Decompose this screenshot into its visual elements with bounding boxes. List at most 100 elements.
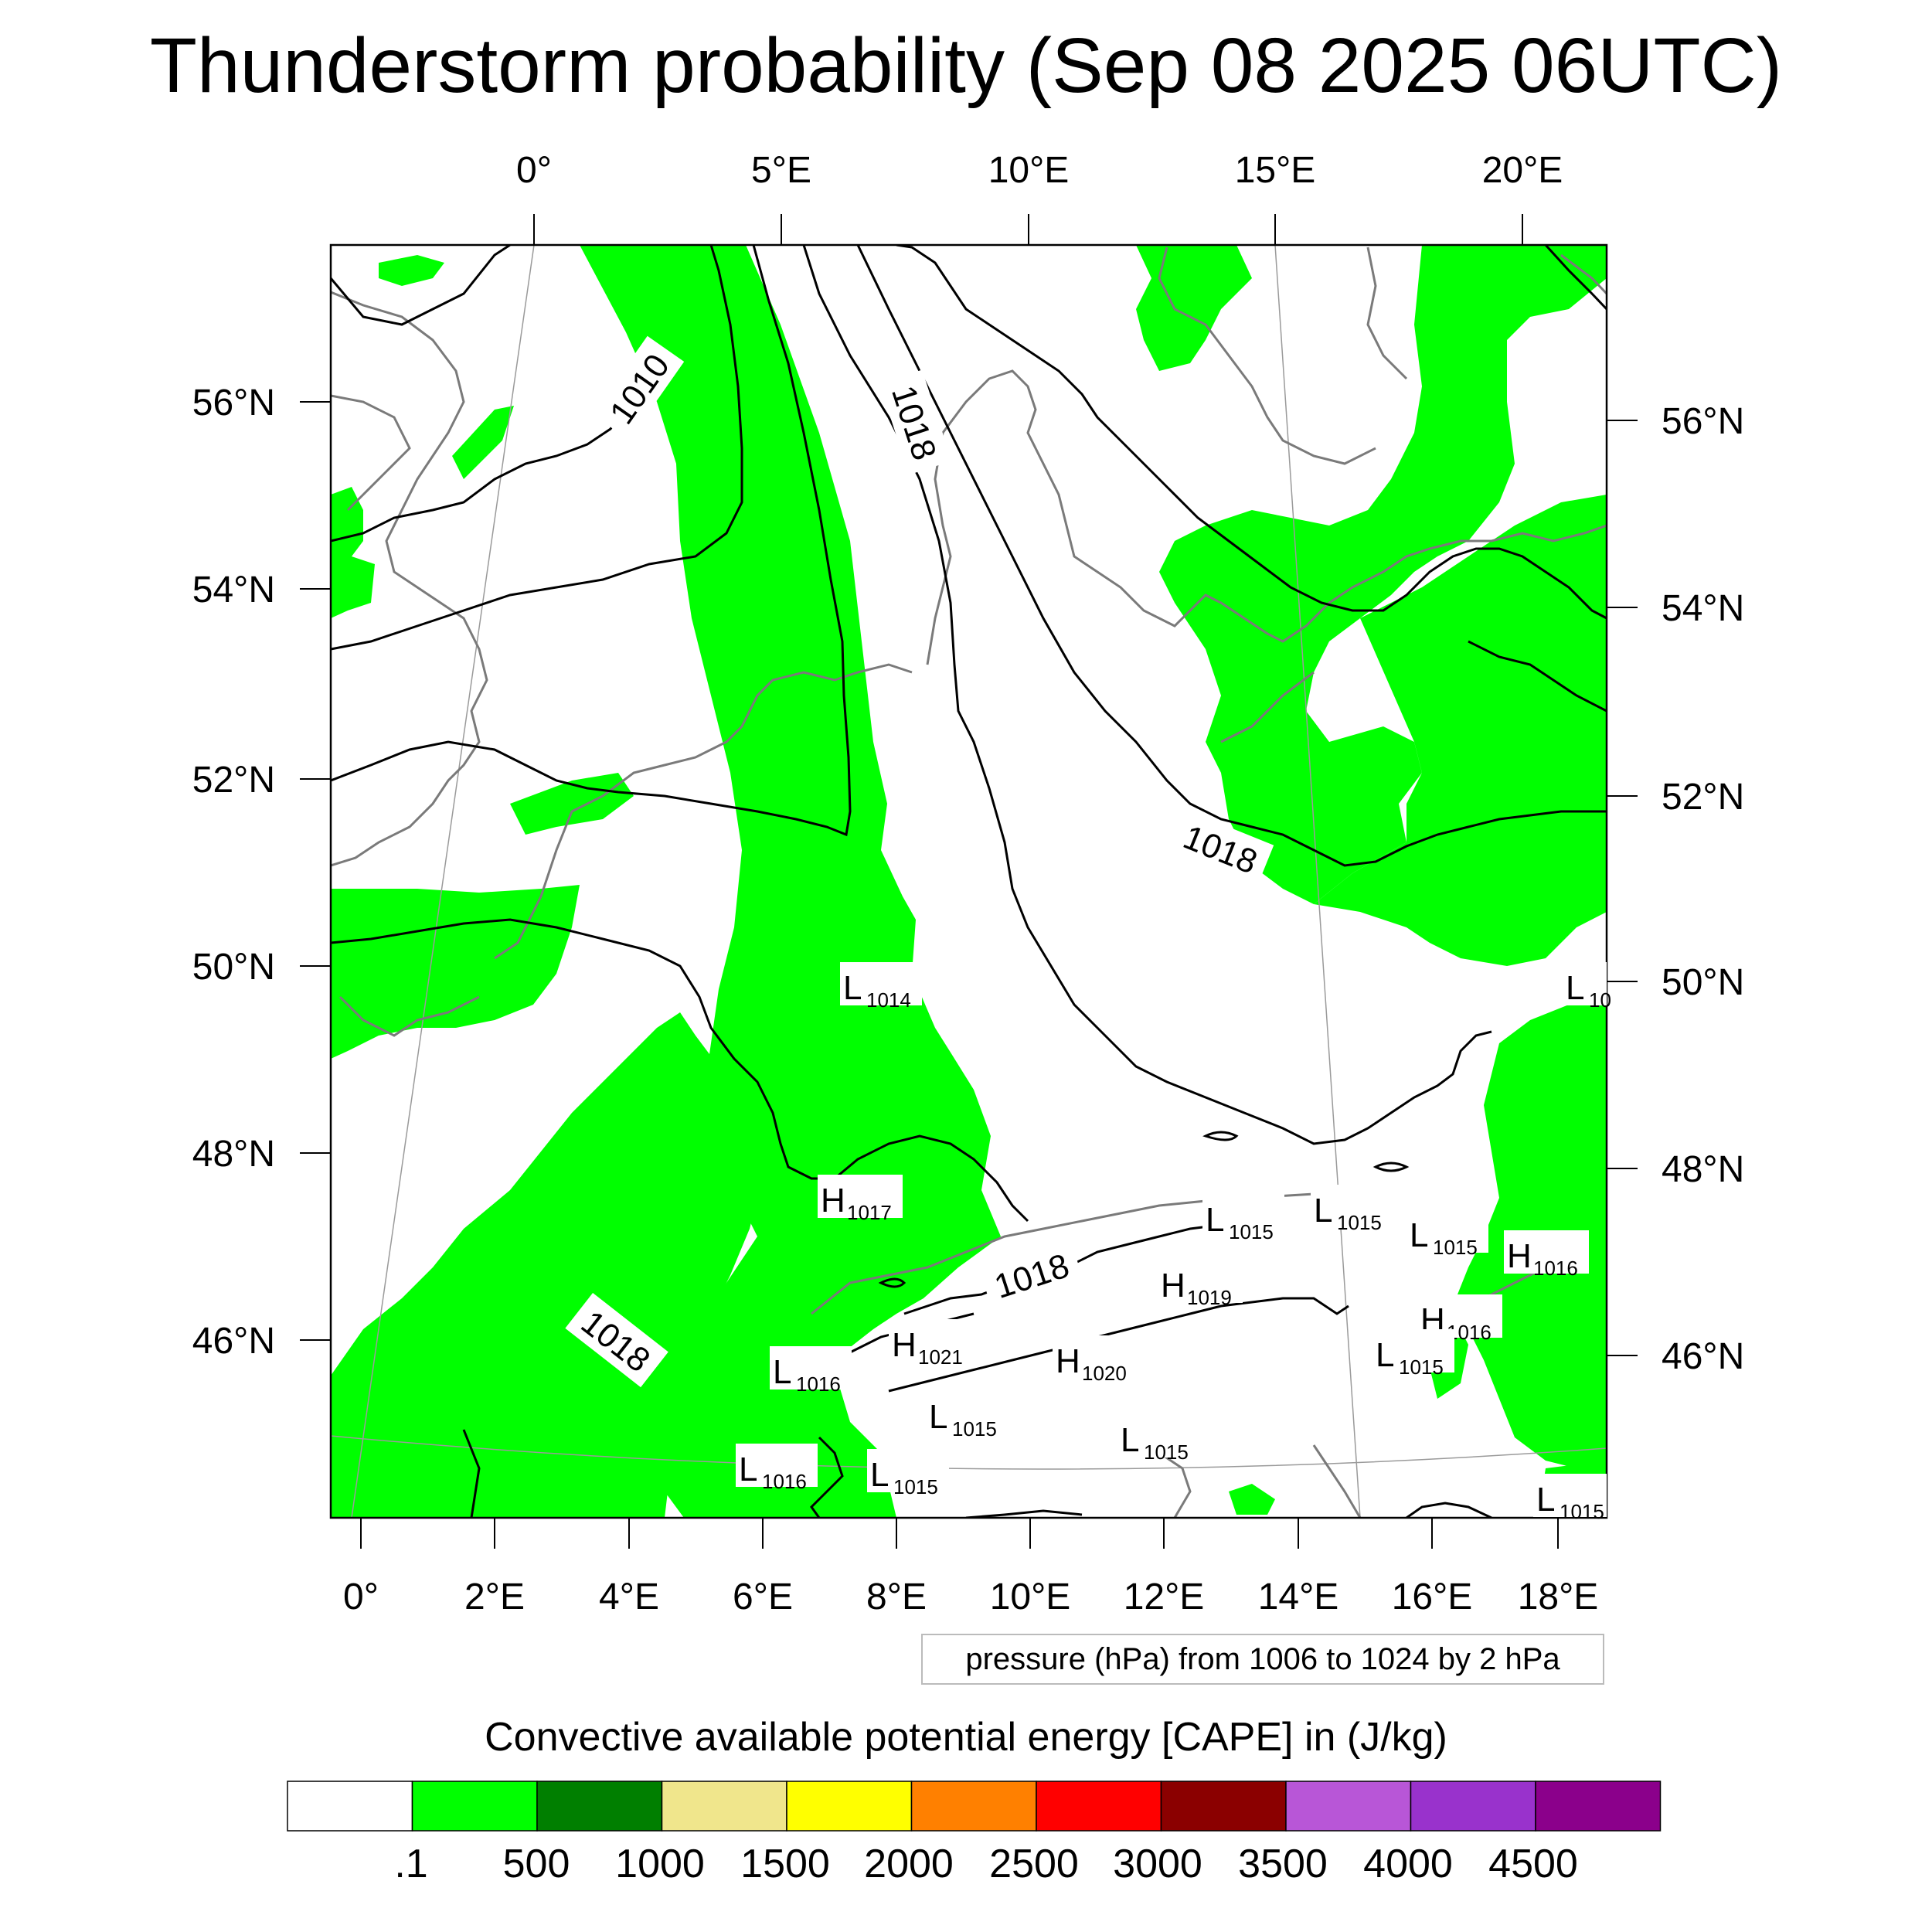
center-type: H	[1161, 1267, 1185, 1304]
right-lat-label: 46°N	[1662, 1336, 1744, 1377]
center-type: L	[929, 1398, 947, 1436]
top-lon-label: 0°	[516, 150, 552, 191]
right-lat-label: 54°N	[1662, 588, 1744, 629]
cape-area-poland	[1314, 495, 1607, 966]
top-lon-label: 15°E	[1235, 150, 1316, 191]
ticks	[300, 214, 1638, 1549]
center-value: 1014	[866, 988, 911, 1012]
colorbar-swatch	[910, 1781, 1037, 1832]
center-type: L	[1206, 1201, 1224, 1239]
cape-area-baltic	[1159, 245, 1607, 904]
cape-area-scotland	[452, 406, 514, 479]
top-lon-label: 5°E	[751, 150, 811, 191]
bottom-lon-label: 8°E	[866, 1577, 927, 1617]
cape-area-sweden	[1136, 245, 1252, 371]
bottom-lon-label: 4°E	[599, 1577, 659, 1617]
center-type: L	[1566, 969, 1584, 1007]
center-value: 1017	[847, 1201, 892, 1224]
center-value: 1016	[762, 1470, 807, 1493]
colorbar-label: 1500	[740, 1842, 830, 1886]
left-lat-label: 52°N	[192, 760, 275, 801]
colorbar-labels: .1 500 1000 1500 2000 2500 3000 3500 400…	[0, 1841, 1932, 1895]
bottom-lon-label: 14°E	[1258, 1577, 1339, 1617]
center-value: 10	[1589, 988, 1611, 1012]
colorbar-label: 4000	[1363, 1842, 1453, 1886]
bottom-lon-label: 6°E	[733, 1577, 793, 1617]
coastlines	[331, 247, 1607, 1518]
center-value: 1021	[918, 1345, 963, 1369]
center-value: 1015	[893, 1475, 938, 1498]
colorbar-label: 4500	[1488, 1842, 1578, 1886]
colorbar-swatch	[287, 1781, 413, 1832]
center-value: 1015	[1399, 1355, 1444, 1379]
center-value: 1016	[796, 1372, 841, 1396]
left-lat-label: 46°N	[192, 1321, 275, 1362]
pressure-note: pressure (hPa) from 1006 to 1024 by 2 hP…	[921, 1634, 1604, 1685]
colorbar-swatch	[1160, 1781, 1287, 1832]
center-type: L	[1121, 1421, 1139, 1459]
cape-area-southwest	[331, 1012, 761, 1518]
right-lat-label: 50°N	[1662, 962, 1744, 1003]
top-lon-label: 20°E	[1482, 150, 1563, 191]
center-value: 1020	[1082, 1362, 1127, 1385]
left-lat-label: 56°N	[192, 383, 275, 423]
colorbar-swatch	[536, 1781, 663, 1832]
left-lat-labels: 56°N 54°N 52°N 50°N 48°N 46°N	[192, 383, 275, 1362]
right-lat-labels: 56°N 54°N 52°N 50°N 48°N 46°N	[1662, 401, 1744, 1377]
colorbar-swatch	[786, 1781, 913, 1832]
center-value: 1016	[1533, 1257, 1578, 1280]
cape-area-north-west	[379, 255, 444, 286]
top-lon-labels: 0° 5°E 10°E 15°E 20°E	[516, 150, 1563, 191]
center-value: 1015	[952, 1417, 997, 1440]
center-type: H	[1507, 1237, 1532, 1275]
colorbar-title: Convective available potential energy [C…	[485, 1715, 1447, 1760]
right-lat-label: 48°N	[1662, 1149, 1744, 1190]
pressure-centers: L 1014 L 10 H 1017 L 1015 L 1015 L 1015 …	[736, 962, 1611, 1523]
center-value: 1015	[1337, 1211, 1382, 1234]
colorbar-swatch	[1410, 1781, 1536, 1832]
bottom-lon-label: 2°E	[464, 1577, 525, 1617]
center-type: L	[1410, 1216, 1428, 1254]
center-type: L	[739, 1451, 757, 1488]
center-value: 1015	[1433, 1236, 1478, 1259]
colorbar-label: 500	[502, 1842, 570, 1886]
colorbar-swatch	[1535, 1781, 1662, 1832]
colorbar-label: 3500	[1238, 1842, 1328, 1886]
right-lat-label: 56°N	[1662, 401, 1744, 442]
colorbar-label: .1	[394, 1842, 428, 1886]
colorbar	[287, 1781, 1662, 1832]
colorbar-label: 2000	[864, 1842, 954, 1886]
center-type: L	[773, 1353, 791, 1391]
cape-area-channel	[510, 773, 634, 835]
colorbar-label: 2500	[989, 1842, 1079, 1886]
colorbar-swatch	[1036, 1781, 1162, 1832]
center-type: H	[821, 1182, 845, 1219]
isobars	[331, 245, 1607, 1518]
center-type: L	[1376, 1336, 1394, 1374]
cape-area-france-north	[331, 885, 580, 1059]
cape-area-uk	[331, 487, 375, 618]
center-type: L	[843, 969, 862, 1007]
left-lat-label: 54°N	[192, 570, 275, 611]
bottom-lon-label: 10°E	[990, 1577, 1071, 1617]
colorbar-swatch	[411, 1781, 538, 1832]
bottom-lon-label: 12°E	[1124, 1577, 1205, 1617]
colorbar-swatch	[1285, 1781, 1412, 1832]
map-title: Thunderstorm probability (Sep 08 2025 06…	[149, 22, 1783, 109]
cape-area-italy	[1229, 1484, 1275, 1515]
center-type: H	[892, 1326, 917, 1364]
bottom-lon-labels: 0° 2°E 4°E 6°E 8°E 10°E 12°E 14°E 16°E 1…	[343, 1577, 1598, 1617]
center-type: L	[1536, 1481, 1555, 1519]
top-lon-label: 10°E	[988, 150, 1070, 191]
colorbar-swatch	[661, 1781, 787, 1832]
center-value: 1015	[1560, 1500, 1604, 1523]
map-frame	[329, 243, 1608, 1519]
bottom-lon-label: 0°	[343, 1577, 379, 1617]
center-type: H	[1056, 1342, 1080, 1380]
left-lat-label: 48°N	[192, 1134, 275, 1175]
center-value: 1015	[1229, 1220, 1274, 1243]
colorbar-label: 1000	[615, 1842, 705, 1886]
graticule	[331, 245, 1607, 1518]
center-type: L	[870, 1456, 889, 1494]
